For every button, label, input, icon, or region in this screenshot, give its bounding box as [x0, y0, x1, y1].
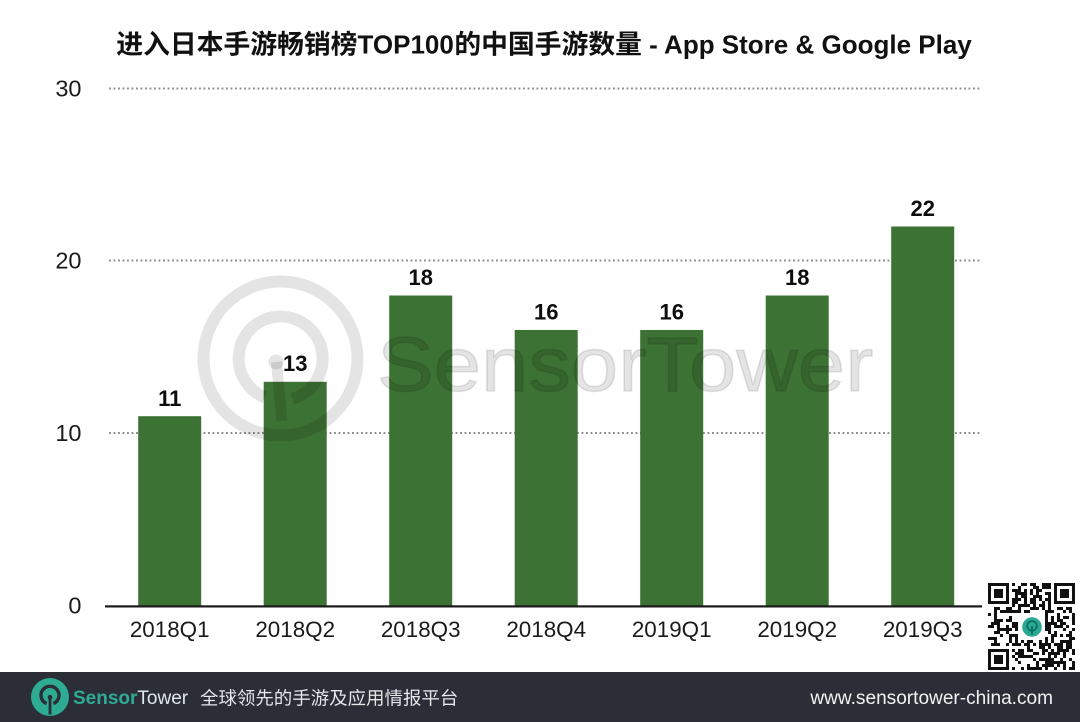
svg-text:Sensor: Sensor: [73, 688, 138, 709]
svg-text:0: 0: [68, 592, 81, 618]
svg-text:2019Q2: 2019Q2: [757, 617, 837, 642]
svg-text:16: 16: [534, 300, 558, 325]
svg-text:13: 13: [283, 351, 307, 376]
svg-text:2019Q3: 2019Q3: [883, 617, 963, 642]
svg-text:2018Q4: 2018Q4: [506, 617, 586, 642]
svg-text:22: 22: [910, 196, 934, 221]
svg-text:2018Q1: 2018Q1: [130, 617, 210, 642]
svg-text:SensorTower: SensorTower: [377, 323, 873, 408]
svg-text:TOP100: TOP100: [357, 30, 453, 60]
svg-text:2018Q3: 2018Q3: [381, 617, 461, 642]
svg-text:2019Q1: 2019Q1: [632, 617, 712, 642]
svg-text:18: 18: [408, 265, 432, 290]
svg-text:www.sensortower-china.com: www.sensortower-china.com: [809, 688, 1053, 709]
svg-text:20: 20: [55, 247, 81, 273]
svg-text:- App Store & Google Play: - App Store & Google Play: [649, 30, 972, 60]
svg-text:10: 10: [55, 420, 81, 446]
svg-text:11: 11: [158, 386, 181, 411]
svg-text:Tower: Tower: [137, 688, 188, 709]
svg-text:16: 16: [659, 300, 683, 325]
svg-text:18: 18: [785, 265, 809, 290]
svg-text:30: 30: [55, 76, 81, 102]
svg-text:2018Q2: 2018Q2: [255, 617, 335, 642]
